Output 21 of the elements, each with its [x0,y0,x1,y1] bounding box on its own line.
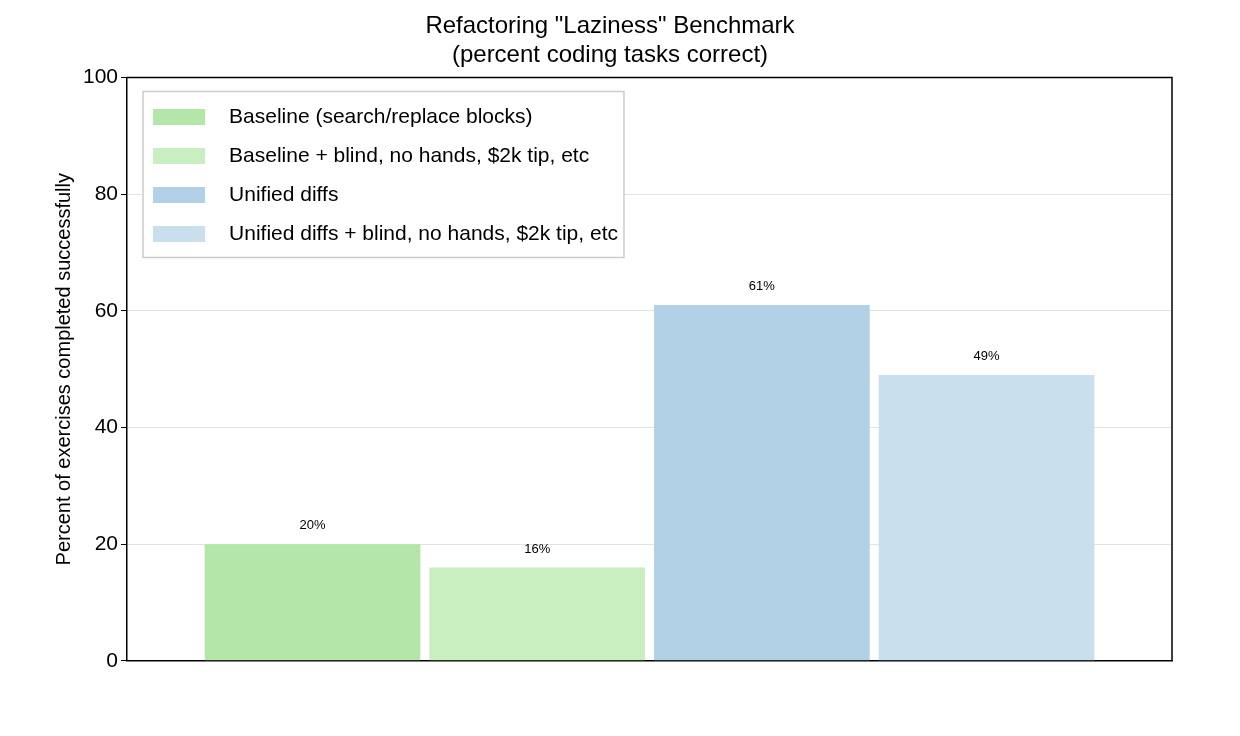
y-tick-label: 0 [106,647,119,671]
y-tick-label: 100 [82,64,119,88]
bar [878,375,1095,661]
chart-subtitle: (percent coding tasks correct) [451,39,769,67]
data-label: 49% [973,348,1000,364]
legend-label: Unified diffs [229,181,339,205]
y-tick-label: 80 [94,181,119,205]
y-tick-label: 20 [94,530,119,554]
bar [429,567,646,661]
legend-label: Baseline (search/replace blocks) [229,103,533,127]
legend-label: Baseline + blind, no hands, $2k tip, etc [229,142,590,166]
y-tick-label: 40 [94,414,119,438]
chart-title: Refactoring "Laziness" Benchmark [425,11,796,39]
bar [204,544,421,661]
legend-label: Unified diffs + blind, no hands, $2k tip, etc [229,220,618,244]
data-label: 61% [748,278,776,294]
bar [654,305,870,661]
data-label: 20% [299,517,326,533]
data-label: 16% [524,540,551,556]
y-tick-label: 60 [94,297,119,321]
y-axis-title: Percent of exercises completed successfully [51,173,74,566]
